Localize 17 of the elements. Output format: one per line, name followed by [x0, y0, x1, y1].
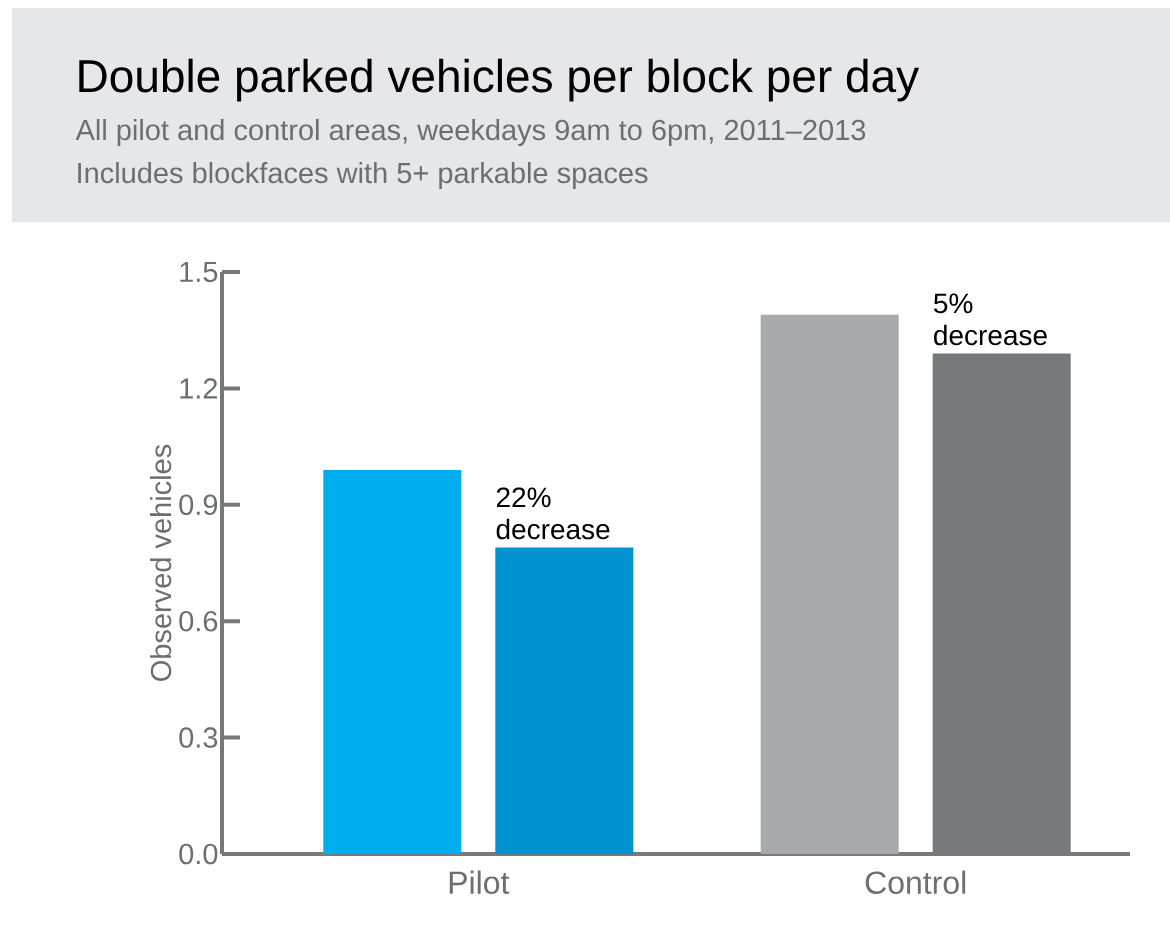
- y-tick-label: 0.0: [179, 843, 218, 865]
- bar: [323, 469, 462, 854]
- bar: [760, 314, 899, 854]
- y-tick-label: 1.5: [180, 261, 218, 283]
- chart-subtitle: All pilot and control areas, weekdays 9am to 6pm, 2011–2013: [75, 118, 866, 147]
- text: Includes blockfaces with 5+ parkable spaces: [78, 161, 648, 190]
- bar: [495, 547, 634, 854]
- y-tick-label: 0.9: [179, 494, 218, 516]
- y-tick-label: 1.2: [180, 378, 218, 399]
- x-tick-label: Pilot: [449, 870, 510, 895]
- annotation: 22% decrease: [496, 487, 610, 540]
- chart-title: Double parked vehicles per block per day: [79, 58, 920, 102]
- x-tick-label: Control: [865, 870, 966, 895]
- y-axis-title: Observed vehicles: [149, 444, 172, 681]
- y-tick-label: 0.6: [179, 610, 218, 632]
- annotation: 5% decrease: [934, 293, 1047, 346]
- y-tick-label: 0.3: [179, 727, 218, 748]
